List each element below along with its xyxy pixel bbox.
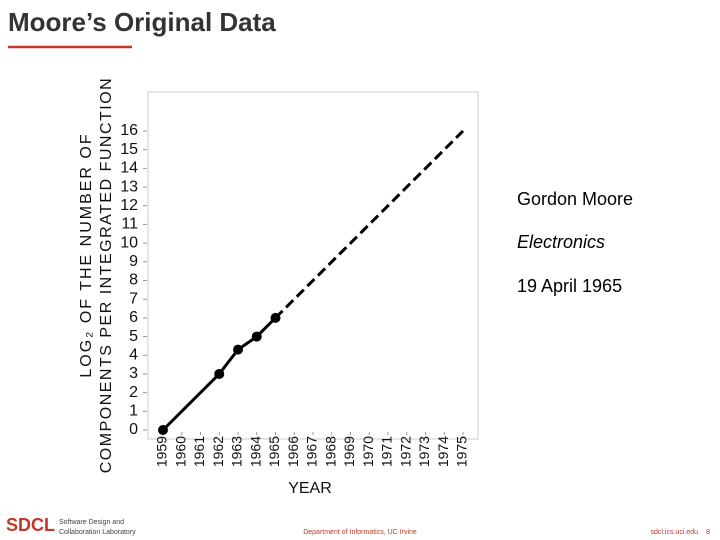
footer-site: sdcl.ics.uci.edu bbox=[651, 529, 699, 536]
y-tick-label: 15 bbox=[120, 141, 138, 158]
x-tick-label: 1967 bbox=[304, 436, 320, 467]
data-point bbox=[158, 425, 168, 435]
x-tick-label: 1962 bbox=[210, 436, 226, 467]
y-tick-label: 13 bbox=[120, 178, 138, 195]
footer-lab: Collaboration Laboratory bbox=[59, 529, 136, 536]
x-tick-label: 1963 bbox=[229, 436, 245, 467]
footer-department: Department of Informatics, UC Irvine bbox=[303, 529, 417, 536]
x-tick-label: 1970 bbox=[360, 436, 376, 467]
x-tick-label: 1973 bbox=[416, 436, 432, 467]
data-point bbox=[233, 344, 243, 355]
y-tick-label: 10 bbox=[120, 234, 138, 251]
footer-lab: Software Design and bbox=[59, 519, 124, 526]
note: 19 April 1965 bbox=[517, 276, 622, 296]
y-tick-label: 7 bbox=[129, 290, 138, 307]
x-tick-label: 1972 bbox=[397, 436, 413, 467]
y-axis-label-line: COMPONENTS PER INTEGRATED FUNCTION bbox=[98, 77, 115, 474]
y-tick-label: 3 bbox=[129, 365, 138, 382]
footer-logo: SDCL bbox=[6, 515, 55, 535]
y-tick-label: 14 bbox=[120, 160, 138, 177]
y-tick-label: 0 bbox=[129, 421, 138, 438]
y-tick-label: 12 bbox=[120, 197, 138, 214]
footer-page: 8 bbox=[706, 529, 710, 536]
y-tick-label: 4 bbox=[129, 346, 138, 363]
y-axis-label: LOG₂ OF THE NUMBER OF COMPONENTS PER INT… bbox=[78, 77, 115, 474]
note: Electronics bbox=[517, 232, 605, 252]
y-tick-label: 16 bbox=[120, 122, 138, 139]
x-tick-label: 1960 bbox=[172, 436, 188, 467]
note: Gordon Moore bbox=[517, 189, 633, 209]
data-point bbox=[251, 331, 262, 342]
y-tick-label: 1 bbox=[129, 403, 138, 420]
x-tick-label: 1969 bbox=[341, 436, 357, 467]
plot-frame bbox=[147, 91, 479, 440]
data-point bbox=[214, 368, 225, 379]
y-tick-label: 5 bbox=[129, 328, 138, 345]
series-line bbox=[274, 129, 465, 319]
slide-title: Moore’s Original Data bbox=[8, 7, 276, 37]
y-tick-label: 2 bbox=[129, 384, 138, 401]
x-tick-label: 1965 bbox=[266, 436, 282, 467]
x-tick-label: 1974 bbox=[435, 436, 451, 467]
y-tick-label: 8 bbox=[129, 272, 138, 289]
y-tick-label: 6 bbox=[129, 309, 138, 326]
y-tick-label: 11 bbox=[121, 216, 138, 233]
x-tick-label: 1975 bbox=[454, 436, 470, 467]
x-tick-label: 1971 bbox=[379, 436, 395, 467]
y-axis-label-line: LOG₂ OF THE NUMBER OF bbox=[78, 132, 95, 377]
x-tick-label: 1961 bbox=[191, 436, 207, 467]
x-tick-label: 1968 bbox=[322, 436, 338, 467]
x-tick-label: 1964 bbox=[247, 436, 263, 467]
x-axis-label: YEAR bbox=[288, 480, 332, 497]
x-tick-label: 1966 bbox=[285, 436, 301, 467]
x-tick-label: 1959 bbox=[154, 436, 170, 467]
y-tick-label: 9 bbox=[129, 253, 138, 270]
